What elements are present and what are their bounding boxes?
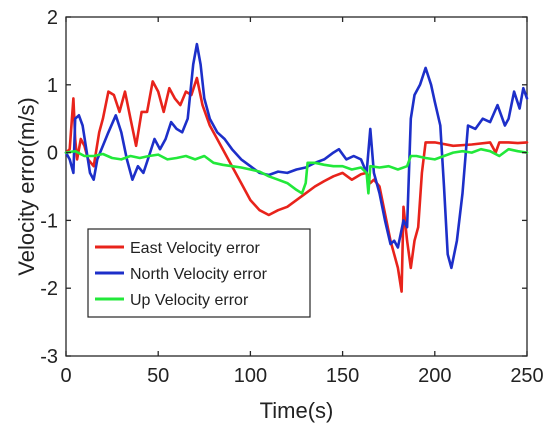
tick-layer: 0 50 100 150 200 250 -3 -2 -1 0 1 2	[40, 7, 543, 387]
legend-label-1: East Velocity error	[130, 240, 261, 257]
x-tick-label: 100	[234, 365, 267, 387]
legend-label-2: North Velocity error	[130, 266, 268, 283]
y-tick-label: 0	[47, 143, 58, 165]
y-tick-label: 1	[47, 75, 58, 97]
series-line-2	[64, 42, 529, 270]
x-tick-label: 50	[147, 365, 169, 387]
x-tick-label: 200	[418, 365, 451, 387]
x-tick-label: 150	[326, 365, 359, 387]
legend-box	[87, 228, 311, 318]
series-line-3	[64, 147, 529, 195]
legend-label-3: Up Velocity error	[130, 292, 249, 309]
x-tick-label: 250	[510, 365, 543, 387]
series-layer	[64, 42, 529, 293]
y-tick-label: 2	[47, 7, 58, 29]
y-axis-label: Velocity error(m/s)	[14, 97, 39, 275]
legend: East Velocity error North Velocity error U…	[87, 228, 311, 318]
x-tick-label: 0	[60, 365, 71, 387]
series-line-1	[64, 76, 529, 293]
y-tick-label: -2	[40, 278, 58, 300]
x-axis-label: Time(s)	[260, 398, 334, 423]
y-tick-label: -3	[40, 346, 58, 368]
y-tick-label: -1	[40, 210, 58, 232]
